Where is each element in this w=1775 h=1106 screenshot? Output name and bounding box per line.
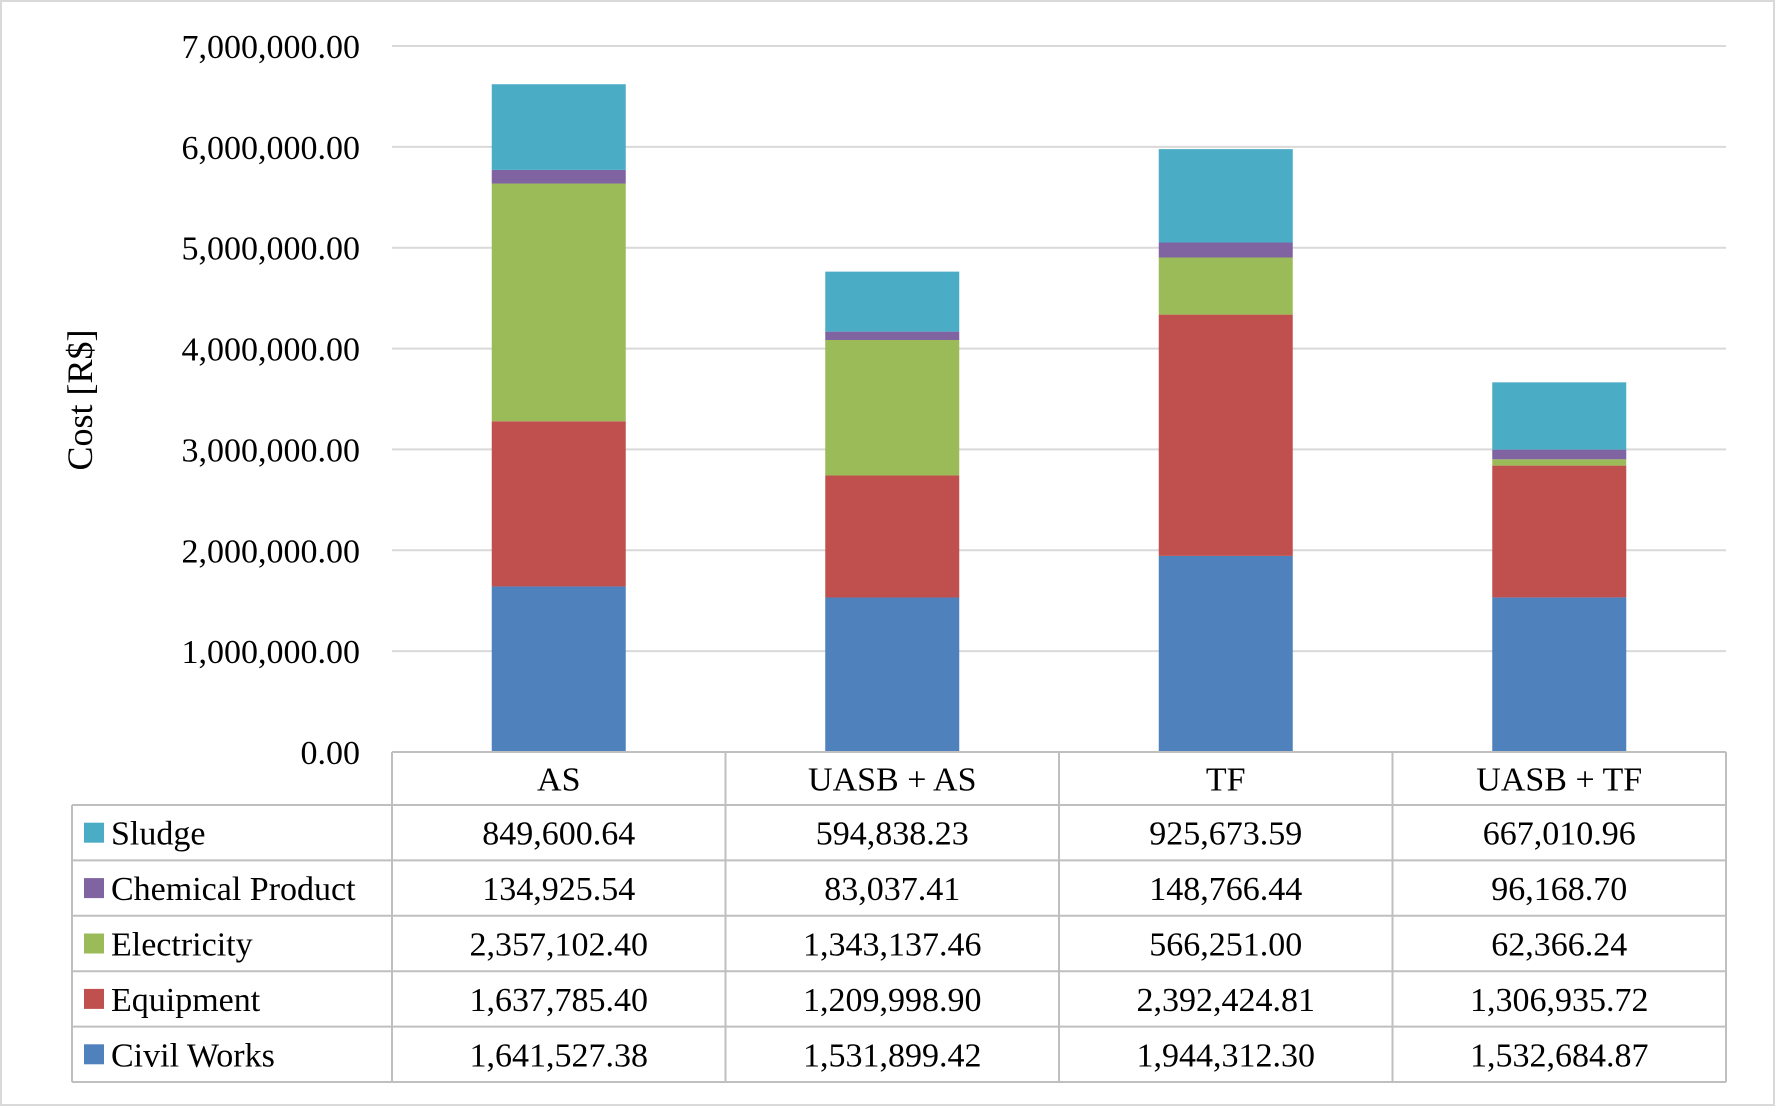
y-axis-tick-labels: 0.00 1,000,000.00 2,000,000.00 3,000,000.00…: [182, 29, 361, 772]
legend-key: [84, 988, 104, 1009]
bar-civil-works: [491, 586, 626, 752]
data-cell: 62,366.24: [1491, 927, 1627, 964]
legend-key: [84, 878, 104, 899]
bar-electricity: [1492, 459, 1627, 466]
legend-key: [84, 1044, 104, 1065]
bar-civil-works: [1492, 597, 1627, 752]
data-cell: 1,532,684.87: [1470, 1037, 1649, 1074]
y-tick-label: 1,000,000.00: [182, 634, 361, 671]
category-label: UASB + TF: [1476, 762, 1642, 799]
bar-electricity: [491, 183, 626, 422]
bar-sludge: [491, 84, 626, 170]
data-cell: 1,637,785.40: [470, 982, 649, 1019]
bar-sludge: [825, 271, 960, 332]
data-cell: 1,944,312.30: [1137, 1037, 1316, 1074]
y-tick-label: 5,000,000.00: [182, 231, 361, 268]
series-label: Chemical Product: [111, 871, 356, 908]
category-label: UASB + AS: [808, 762, 976, 799]
series-label: Equipment: [111, 982, 261, 1019]
data-cell: 566,251.00: [1149, 927, 1302, 964]
category-label: AS: [537, 762, 580, 799]
data-cell: 83,037.41: [824, 871, 960, 908]
data-cell: 1,306,935.72: [1470, 982, 1649, 1019]
y-tick-label: 0.00: [301, 735, 361, 772]
category-label: TF: [1206, 762, 1246, 799]
data-table: AS UASB + AS TF UASB + TF Sludge 849,600.64 59…: [71, 751, 1727, 1083]
data-cell: 925,673.59: [1149, 816, 1302, 853]
data-cell: 1,209,998.90: [803, 982, 982, 1019]
data-cell: 2,357,102.40: [470, 927, 649, 964]
legend-key: [84, 933, 104, 954]
bar-equipment: [825, 475, 960, 598]
y-tick-label: 6,000,000.00: [182, 130, 361, 167]
bar-equipment: [1158, 314, 1293, 556]
bar-civil-works: [825, 597, 960, 752]
series-label: Civil Works: [111, 1037, 275, 1074]
series-label: Electricity: [111, 927, 253, 964]
data-cell: 1,343,137.46: [803, 927, 982, 964]
bar-chemical-product: [1158, 242, 1293, 258]
bar-chemical-product: [491, 169, 626, 184]
legend-key: [84, 822, 104, 843]
bar-equipment: [1492, 465, 1627, 598]
bar-chemical-product: [1492, 449, 1627, 460]
data-cell: 2,392,424.81: [1137, 982, 1316, 1019]
bars: [491, 84, 1627, 752]
data-cell: 1,641,527.38: [470, 1037, 649, 1074]
data-cell: 594,838.23: [816, 816, 969, 853]
bar-sludge: [1158, 149, 1293, 243]
bar-sludge: [1492, 382, 1627, 450]
data-cell: 667,010.96: [1483, 816, 1636, 853]
bar-electricity: [825, 339, 960, 476]
data-cell: 1,531,899.42: [803, 1037, 982, 1074]
y-tick-label: 4,000,000.00: [182, 332, 361, 369]
y-tick-label: 2,000,000.00: [182, 533, 361, 570]
data-cell: 134,925.54: [482, 871, 635, 908]
bar-civil-works: [1158, 555, 1293, 752]
bar-equipment: [491, 421, 626, 587]
y-tick-label: 7,000,000.00: [182, 29, 361, 66]
y-tick-label: 3,000,000.00: [182, 432, 361, 469]
data-cell: 96,168.70: [1491, 871, 1627, 908]
data-cell: 849,600.64: [482, 816, 635, 853]
y-axis-label: Cost [R$]: [60, 329, 100, 470]
bar-chemical-product: [825, 331, 960, 340]
bar-electricity: [1158, 257, 1293, 315]
data-cell: 148,766.44: [1149, 871, 1302, 908]
series-label: Sludge: [111, 816, 205, 853]
